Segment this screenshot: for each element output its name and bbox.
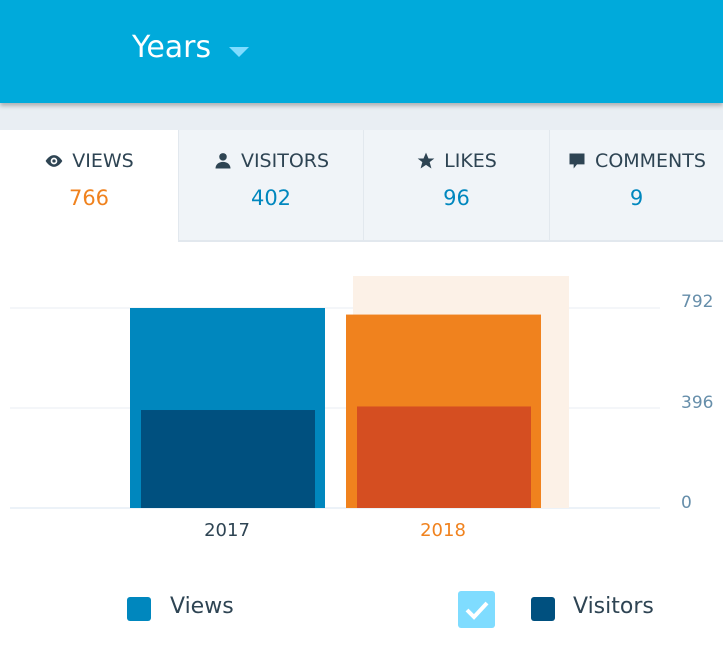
tab-value: 96: [443, 186, 470, 210]
header-gap: [0, 103, 723, 130]
tab-value: 9: [629, 186, 644, 210]
eye-icon: [45, 155, 63, 167]
tab-label: LIKES: [444, 150, 497, 172]
comment-icon: [569, 153, 585, 169]
x-tick-label: 2018: [420, 520, 466, 541]
tab-visitors[interactable]: VISITORS 402: [178, 130, 363, 242]
person-icon: [215, 153, 231, 169]
app-header: Years: [0, 0, 723, 103]
x-tick-label: 2017: [204, 520, 250, 541]
chevron-down-icon[interactable]: [229, 47, 249, 57]
chart-legend: Views Visitors: [0, 591, 723, 628]
tab-value: 766: [68, 186, 110, 210]
tab-views[interactable]: VIEWS 766: [0, 130, 178, 242]
checkmark-icon: [465, 601, 489, 620]
legend-visitors: Visitors: [573, 594, 654, 619]
y-tick-label: 0: [681, 493, 692, 513]
tab-comments[interactable]: COMMENTS 9: [549, 130, 723, 242]
y-tick-label: 792: [681, 292, 713, 312]
tab-likes[interactable]: LIKES 96: [363, 130, 549, 242]
views-swatch: [127, 597, 151, 621]
tab-label: VISITORS: [240, 150, 330, 172]
visitors-swatch: [531, 597, 555, 621]
visitors-checkbox[interactable]: [458, 591, 495, 628]
tab-value: 402: [250, 186, 292, 210]
tab-label: COMMENTS: [595, 150, 706, 172]
bar-visitors-2018: [357, 406, 531, 508]
stats-tabs: VIEWS 766 VISITORS 402 LIKES 96 COMMENTS…: [0, 130, 723, 242]
bar-chart: 0 396 792 2017 2018: [10, 276, 713, 541]
bar-visitors-2017: [141, 410, 315, 508]
tab-label: VIEWS: [72, 150, 134, 172]
y-tick-label: 396: [681, 393, 713, 413]
period-selector[interactable]: Years: [132, 30, 212, 65]
star-icon: [417, 152, 435, 169]
legend-views: Views: [170, 594, 234, 619]
